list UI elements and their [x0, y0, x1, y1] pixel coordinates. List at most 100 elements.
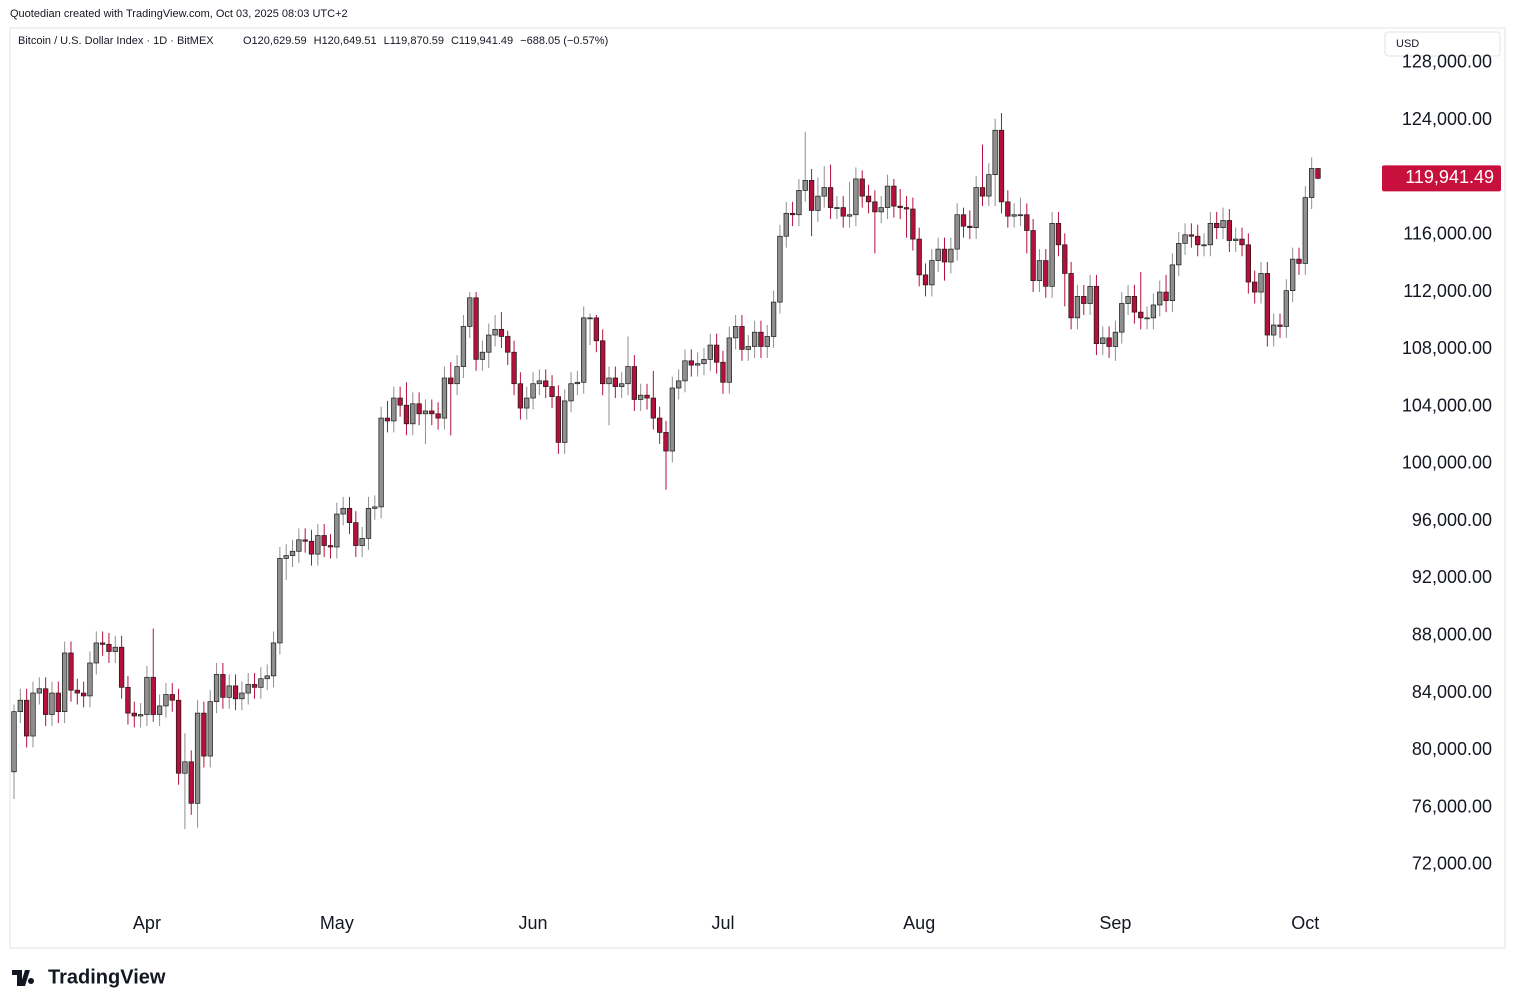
candle-body	[277, 558, 283, 644]
candle-body	[429, 410, 435, 415]
candle-body	[308, 540, 315, 555]
candle-body	[998, 129, 1005, 203]
candle-body	[1182, 234, 1188, 244]
y-tick-label: 88,000.00	[1412, 625, 1492, 645]
candle-body	[568, 383, 574, 402]
candle-body	[511, 351, 517, 385]
candle-body	[1157, 291, 1163, 306]
candle-body	[296, 539, 302, 552]
candle-body	[416, 403, 422, 415]
candle-body	[435, 413, 441, 419]
candle-body	[593, 317, 600, 342]
candle-body	[1264, 273, 1270, 336]
candle-body	[258, 678, 264, 688]
candle-body	[834, 207, 840, 209]
candle-body	[384, 417, 391, 422]
candle-body	[682, 360, 688, 382]
candle-body	[61, 652, 68, 713]
candle-body	[410, 403, 416, 425]
candle-body	[239, 692, 245, 700]
x-tick-label: Sep	[1099, 913, 1131, 933]
candle-body	[245, 684, 251, 694]
y-tick-label: 128,000.00	[1402, 52, 1492, 72]
candle-body	[694, 363, 701, 366]
currency-box[interactable]	[1384, 31, 1501, 57]
candle-body	[397, 397, 403, 406]
candle-body	[574, 381, 581, 385]
candle-body	[903, 207, 910, 210]
candle-body	[353, 522, 359, 546]
candle-body	[606, 377, 612, 385]
candle-body	[543, 380, 549, 387]
candle-body	[1283, 290, 1289, 327]
candle-body	[327, 545, 334, 548]
last-price-box	[1382, 165, 1501, 192]
candle-body	[1296, 258, 1302, 264]
candle-body	[182, 761, 188, 774]
candle-body	[1188, 234, 1195, 237]
candle-body	[764, 336, 770, 347]
currency[interactable]: USD	[1396, 38, 1419, 50]
candle-body	[1195, 235, 1201, 246]
candle-body	[954, 214, 960, 250]
candle-body	[99, 642, 106, 645]
candle-body	[315, 535, 321, 555]
candle-body	[188, 761, 194, 804]
candle-body	[732, 326, 739, 339]
candle-body	[1315, 168, 1321, 179]
candle-body	[1271, 324, 1277, 336]
candle-body	[1074, 296, 1081, 319]
candle-body	[846, 214, 853, 217]
candle-body	[448, 377, 454, 385]
candle-body	[524, 397, 530, 409]
candle-body	[194, 712, 201, 804]
candle-body	[701, 359, 707, 365]
candle-body	[840, 207, 846, 217]
y-tick-label: 96,000.00	[1412, 510, 1492, 530]
candle-body	[973, 187, 979, 228]
candle-body	[454, 366, 460, 385]
candle-body	[783, 212, 789, 237]
candle-body	[1207, 222, 1214, 246]
candle-body	[137, 714, 144, 717]
candle-body	[631, 366, 637, 400]
candle-body	[669, 387, 675, 452]
candle-body	[1100, 337, 1106, 344]
candle-body	[492, 328, 498, 336]
ohlc-legend: O120,629.59 H120,649.51 L119,870.59 C119,94…	[243, 35, 608, 47]
candle-body	[1214, 222, 1220, 228]
candle-body	[24, 699, 30, 737]
candle-body	[106, 644, 112, 652]
y-tick-label: 80,000.00	[1412, 739, 1492, 759]
candle-body	[1290, 258, 1296, 291]
y-tick-label: 100,000.00	[1402, 453, 1492, 473]
x-tick-label: Jul	[711, 913, 734, 933]
candle-body	[498, 328, 505, 337]
candle-body	[821, 187, 827, 197]
candle-body	[1125, 296, 1131, 304]
candle-body	[1055, 222, 1062, 246]
candle-body	[625, 366, 631, 385]
candle-body	[144, 676, 150, 715]
candle-body	[992, 129, 998, 175]
candle-body	[758, 331, 764, 347]
candle-body	[1252, 281, 1258, 293]
candle-body	[1030, 230, 1036, 281]
candle-body	[150, 676, 156, 715]
candle-body	[827, 187, 834, 208]
candle-body	[55, 692, 61, 713]
candle-body	[125, 686, 131, 714]
candle-body	[1087, 285, 1093, 304]
candle-body	[517, 383, 524, 409]
candle-body	[536, 380, 543, 385]
candle-body	[600, 340, 606, 385]
candle-body	[815, 195, 821, 211]
candle-body	[422, 410, 429, 415]
candle-body	[853, 178, 859, 216]
candle-body	[1011, 214, 1017, 217]
candle-body	[1068, 273, 1074, 319]
y-tick-label: 92,000.00	[1412, 567, 1492, 587]
candle-body	[169, 694, 175, 701]
logo-mark	[12, 970, 35, 986]
